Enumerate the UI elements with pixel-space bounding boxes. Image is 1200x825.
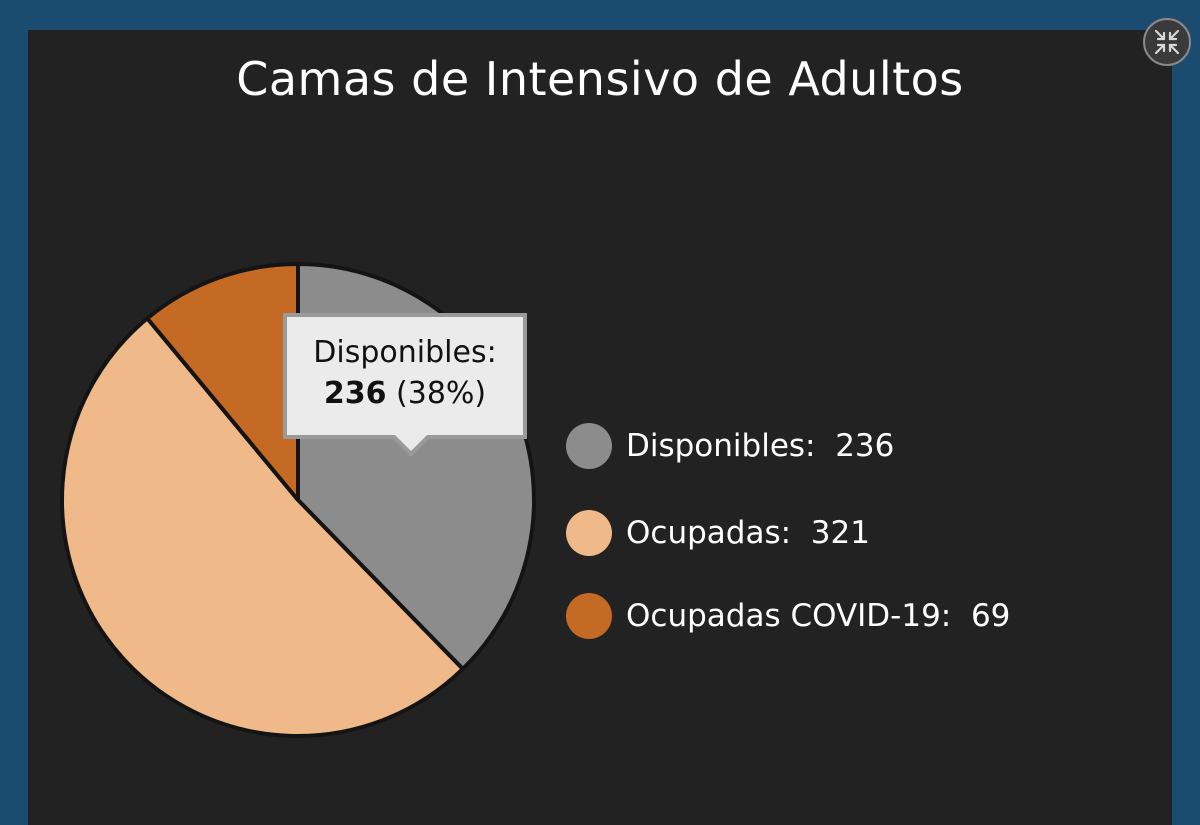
pie-slice-ocupadas[interactable] xyxy=(60,316,465,738)
tooltip: Disponibles: 236 (38%) xyxy=(283,313,527,439)
legend-label-ocupadas-covid: Ocupadas COVID-19: 69 xyxy=(626,598,1011,634)
legend-item-disponibles[interactable]: Disponibles: 236 xyxy=(566,421,966,471)
legend-label-ocupadas: Ocupadas: 321 xyxy=(626,515,870,551)
tooltip-pointer-fill xyxy=(395,435,427,451)
tooltip-percent: (38%) xyxy=(396,376,487,411)
legend-item-ocupadas-covid[interactable]: Ocupadas COVID-19: 69 xyxy=(566,591,1010,641)
legend-item-ocupadas[interactable]: Ocupadas: 321 xyxy=(566,508,966,558)
legend-swatch-ocupadas xyxy=(566,510,612,556)
tooltip-value-line: 236 (38%) xyxy=(287,376,523,411)
tooltip-label: Disponibles: xyxy=(313,335,497,370)
collapse-button[interactable] xyxy=(1143,18,1191,66)
legend-swatch-ocupadas-covid xyxy=(566,593,612,639)
collapse-arrows-icon xyxy=(1154,29,1180,55)
tooltip-value: 236 xyxy=(323,376,387,411)
legend-swatch-disponibles xyxy=(566,423,612,469)
chart-title: Camas de Intensivo de Adultos xyxy=(236,52,964,106)
legend-label-disponibles: Disponibles: 236 xyxy=(626,428,895,464)
pie-slice-ocupadas-covid[interactable] xyxy=(145,262,300,502)
